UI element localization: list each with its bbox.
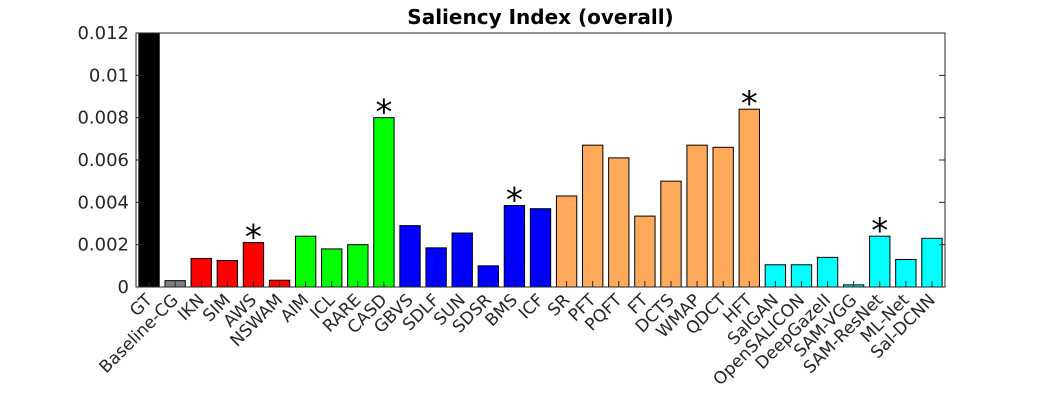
- significance-marker: *: [741, 84, 758, 124]
- bar-dcts: [660, 180, 682, 288]
- significance-marker: *: [375, 93, 392, 133]
- chart-title: Saliency Index (overall): [407, 5, 673, 29]
- y-tick-label: 0.002: [77, 235, 129, 256]
- bar-icf: [529, 208, 552, 288]
- y-tick-label: 0: [118, 277, 129, 298]
- bar-rare: [347, 244, 369, 288]
- y-tick-label: 0.01: [89, 65, 129, 86]
- significance-marker: *: [871, 211, 888, 251]
- bar-sal-dcnn: [921, 237, 943, 288]
- y-tick-label: 0.008: [77, 108, 129, 129]
- y-tick-label: 0.004: [77, 192, 129, 213]
- bar-casd: [373, 117, 395, 288]
- bar-ft: [634, 215, 656, 288]
- bar-sun: [451, 232, 473, 288]
- significance-marker: *: [245, 218, 262, 258]
- bar-qdct: [712, 146, 734, 288]
- bar-sr: [555, 195, 578, 288]
- x-axis: GTBaseline-CGIKNSIMAWSNSWAMAIMICLRARECAS…: [96, 281, 939, 390]
- significance-marker: *: [506, 181, 523, 221]
- y-tick-label: 0.006: [77, 150, 129, 171]
- bar-aim: [294, 235, 317, 288]
- annotations: * * * * *: [245, 84, 888, 257]
- bar-pqft: [608, 157, 630, 288]
- x-tick-label: ICF: [515, 290, 548, 323]
- y-axis: 0 0.002 0.004 0.006 0.008 0.01 0.012: [77, 23, 945, 298]
- bar-wmap: [686, 144, 708, 288]
- y-tick-label: 0.012: [77, 23, 129, 44]
- bar-gbvs: [399, 225, 421, 288]
- bar-hft: [738, 108, 760, 288]
- bar-pft: [582, 144, 604, 288]
